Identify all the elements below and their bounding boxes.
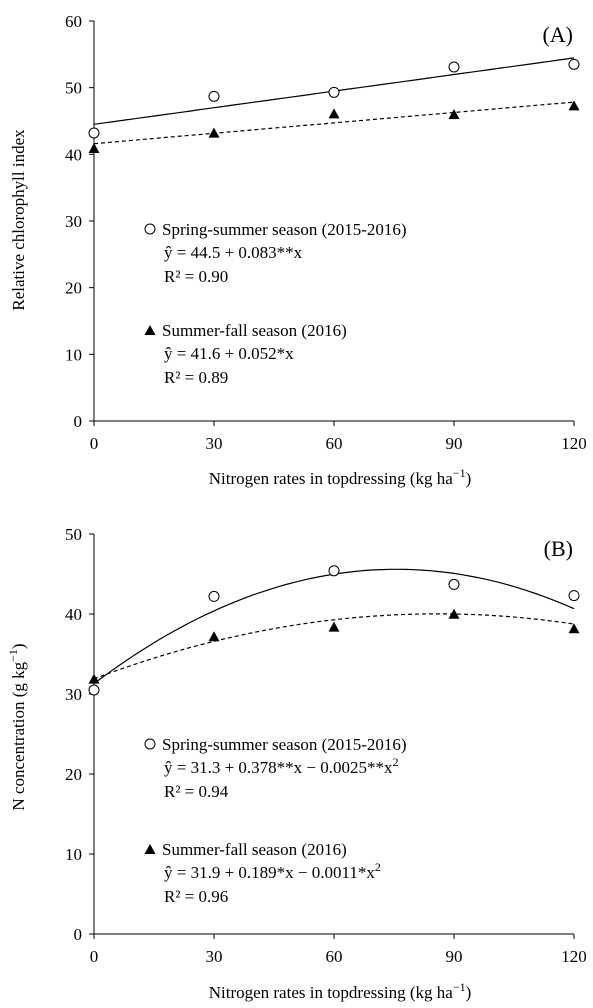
r2-summer-a: R² = 0.89 <box>164 368 228 387</box>
ticks-a: 0 10 20 30 40 50 60 0 30 60 90 120 <box>65 12 587 453</box>
y-axis-label-b-text: N concentration (g kg <box>9 661 28 810</box>
legend-marker-summer-b <box>144 844 156 854</box>
data-point-spring-a <box>328 86 340 98</box>
equation-spring-a: ŷ = 44.5 + 0.083**x <box>164 243 303 262</box>
y-tick-label-a: 50 <box>65 79 82 98</box>
data-point-summer-b <box>88 673 100 684</box>
r2-summer-b: R² = 0.96 <box>164 887 228 906</box>
data-point-summer-b <box>448 608 460 619</box>
data-point-spring-a <box>448 61 460 73</box>
x-tick-label-a: 90 <box>446 434 463 453</box>
data-point-summer-a <box>448 109 460 119</box>
panel-label-a: (A) <box>542 22 573 47</box>
equation-summer-b-text: ŷ = 31.9 + 0.189*x − 0.0011*x <box>164 863 375 882</box>
x-axis-label-b-sup: −1 <box>453 980 466 994</box>
y-tick-label-a: 60 <box>65 12 82 31</box>
data-point-summer-a <box>88 143 100 153</box>
legend-label-summer-a: Summer-fall season (2016) <box>162 321 347 340</box>
legend-label-spring-a: Spring-summer season (2015-2016) <box>162 220 407 239</box>
fit-line-summer-b <box>93 613 575 680</box>
panel-label-b: (B) <box>544 536 573 561</box>
legend-marker-spring-b <box>144 738 156 750</box>
x-axis-label-a: Nitrogen rates in topdressing (kg ha−1) <box>209 466 472 488</box>
x-tick-label-a: 0 <box>90 434 99 453</box>
data-point-spring-b <box>208 590 220 602</box>
chart-panel-b: 0 10 20 30 40 50 0 30 60 90 120 (B) N concentratio… <box>6 525 587 1002</box>
data-point-summer-a <box>208 127 220 138</box>
data-point-spring-b <box>328 565 340 577</box>
equation-summer-a: ŷ = 41.6 + 0.052*x <box>164 344 294 363</box>
data-points-a <box>88 58 580 153</box>
y-tick-label-a: 10 <box>65 345 82 364</box>
x-tick-label-b: 120 <box>561 947 587 966</box>
data-point-summer-b <box>328 621 340 632</box>
y-axis-label-b-end: ) <box>9 643 28 649</box>
y-tick-label-b: 10 <box>65 845 82 864</box>
fit-line-summer-a <box>93 101 575 145</box>
y-tick-label-a: 0 <box>74 412 83 431</box>
x-axis-label-b-end: ) <box>466 983 472 1002</box>
legend-marker-spring-a <box>144 223 156 235</box>
equation-summer-b: ŷ = 31.9 + 0.189*x − 0.0011*x2 <box>164 860 381 882</box>
x-axis-label-b: Nitrogen rates in topdressing (kg ha−1) <box>209 980 472 1002</box>
x-tick-label-a: 60 <box>326 434 343 453</box>
data-point-spring-a <box>568 58 580 70</box>
r2-spring-a: R² = 0.90 <box>164 267 228 286</box>
y-tick-label-b: 40 <box>65 605 82 624</box>
data-point-spring-b <box>88 684 100 696</box>
data-point-spring-b <box>568 590 580 602</box>
data-point-summer-b <box>208 631 220 642</box>
legend-label-summer-b: Summer-fall season (2016) <box>162 840 347 859</box>
data-point-spring-a <box>88 127 100 139</box>
y-tick-label-b: 20 <box>65 765 82 784</box>
legend-marker-summer-a <box>144 325 156 335</box>
data-point-spring-a <box>208 90 220 102</box>
data-point-summer-b <box>568 623 580 634</box>
x-tick-label-a: 120 <box>561 434 587 453</box>
y-tick-label-a: 40 <box>65 145 82 164</box>
x-tick-label-b: 90 <box>446 947 463 966</box>
equation-spring-b-sup: 2 <box>393 755 399 769</box>
y-tick-label-a: 20 <box>65 279 82 298</box>
x-tick-label-b: 60 <box>326 947 343 966</box>
y-tick-label-b: 0 <box>74 925 83 944</box>
chart-panel-a: 0 10 20 30 40 50 60 0 30 60 90 120 (A) Relative chl… <box>9 12 587 488</box>
data-point-summer-a <box>568 100 580 111</box>
equation-spring-b-text: ŷ = 31.3 + 0.378**x − 0.0025**x <box>164 758 393 777</box>
fit-lines-a <box>93 57 575 145</box>
ticks-b: 0 10 20 30 40 50 0 30 60 90 120 <box>65 525 587 966</box>
r2-spring-b: R² = 0.94 <box>164 782 229 801</box>
equation-spring-b: ŷ = 31.3 + 0.378**x − 0.0025**x2 <box>164 755 399 777</box>
x-tick-label-a: 30 <box>206 434 223 453</box>
y-axis-label-b-sup: −1 <box>6 649 20 662</box>
y-tick-label-b: 30 <box>65 685 82 704</box>
x-tick-label-b: 30 <box>206 947 223 966</box>
y-tick-label-b: 50 <box>65 525 82 544</box>
equation-summer-b-sup: 2 <box>375 860 381 874</box>
legend-label-spring-b: Spring-summer season (2015-2016) <box>162 735 407 754</box>
data-point-spring-b <box>448 578 460 590</box>
x-axis-label-b-text: Nitrogen rates in topdressing (kg ha <box>209 983 454 1002</box>
y-tick-label-a: 30 <box>65 212 82 231</box>
x-tick-label-b: 0 <box>90 947 99 966</box>
x-axis-label-a-text: Nitrogen rates in topdressing (kg ha <box>209 469 454 488</box>
x-axis-label-a-sup: −1 <box>453 466 466 480</box>
x-axis-label-a-end: ) <box>466 469 472 488</box>
y-axis-label-b: N concentration (g kg−1) <box>6 643 28 810</box>
y-axis-label-a: Relative chlorophyll index <box>9 129 28 311</box>
data-point-summer-a <box>328 108 340 119</box>
data-points-b <box>88 565 580 696</box>
